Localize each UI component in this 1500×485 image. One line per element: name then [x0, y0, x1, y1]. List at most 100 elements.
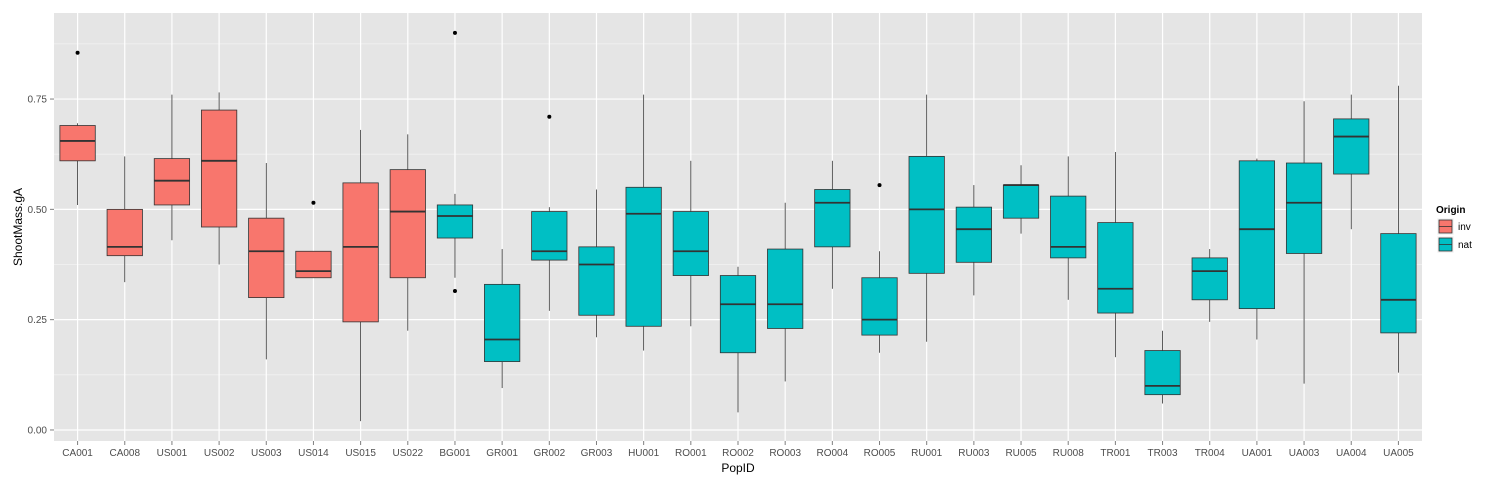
- box-body: [1238, 160, 1275, 310]
- box-body: [814, 189, 851, 248]
- box-ua005: [1380, 85, 1417, 373]
- box-us002: [201, 92, 238, 265]
- box-body: [1144, 350, 1181, 396]
- box-body: [59, 125, 96, 162]
- box-body: [908, 156, 945, 274]
- x-tick-label: GR003: [581, 448, 613, 459]
- x-tick-label: US002: [204, 448, 235, 459]
- x-tick-label: TR001: [1100, 448, 1130, 459]
- box-ru005: [1002, 165, 1040, 234]
- legend: Origin inv nat: [1436, 205, 1472, 254]
- x-tick-label: RU008: [1053, 448, 1085, 459]
- x-tick-label: RO005: [864, 448, 896, 459]
- box-hu001: [625, 94, 662, 351]
- box-ru001: [908, 94, 945, 342]
- box-body: [1380, 233, 1417, 334]
- outlier-point: [311, 200, 316, 205]
- box-body: [201, 109, 238, 228]
- x-tick-label: GR002: [533, 448, 565, 459]
- box-body: [1285, 162, 1323, 254]
- box-body: [389, 169, 426, 279]
- outlier-point: [547, 114, 552, 119]
- x-tick-label: UA004: [1336, 448, 1367, 459]
- box-ua003: [1285, 101, 1323, 384]
- x-tick-label: RO004: [817, 448, 849, 459]
- x-tick-label: GR001: [486, 448, 518, 459]
- x-tick-label: RU005: [1005, 448, 1037, 459]
- outlier-point: [452, 288, 457, 293]
- x-tick-label: CA008: [109, 448, 140, 459]
- box-body: [436, 204, 474, 239]
- x-tick-label: TR004: [1195, 448, 1225, 459]
- outlier-point: [75, 50, 80, 55]
- box-tr001: [1097, 151, 1134, 358]
- box-ro001: [672, 160, 709, 327]
- x-tick-label: US022: [393, 448, 424, 459]
- box-ro004: [814, 160, 851, 289]
- box-us001: [153, 94, 191, 241]
- box-gr002: [531, 114, 568, 311]
- x-tick-label: US001: [157, 448, 188, 459]
- box-tr004: [1191, 249, 1228, 322]
- x-tick-label: UA001: [1242, 448, 1273, 459]
- box-body: [484, 283, 521, 362]
- box-body: [1097, 222, 1134, 314]
- x-tick-label: HU001: [628, 448, 660, 459]
- box-body: [1191, 257, 1228, 301]
- box-body: [1333, 118, 1370, 175]
- box-ca008: [106, 156, 143, 283]
- box-body: [578, 246, 615, 316]
- box-ro003: [767, 202, 804, 382]
- box-body: [1050, 195, 1087, 259]
- box-ru003: [955, 185, 992, 296]
- y-tick-label: 0.00: [28, 425, 48, 436]
- x-tick-label: RO001: [675, 448, 707, 459]
- y-tick-label: 0.75: [28, 95, 48, 106]
- box-body: [295, 250, 332, 279]
- x-tick-label: RO003: [769, 448, 801, 459]
- box-ro005: [861, 183, 898, 353]
- box-gr003: [578, 189, 615, 338]
- y-tick-label: 0.50: [28, 205, 48, 216]
- box-us003: [248, 163, 285, 360]
- box-body: [153, 158, 191, 206]
- legend-title: Origin: [1436, 205, 1465, 216]
- x-tick-label: UA003: [1289, 448, 1320, 459]
- box-us022: [389, 134, 426, 331]
- box-ru008: [1050, 156, 1087, 300]
- box-body: [106, 208, 143, 257]
- x-tick-label: RO002: [722, 448, 754, 459]
- x-tick-label: CA001: [62, 448, 93, 459]
- x-axis-title: PopID: [721, 461, 755, 475]
- outlier-point: [877, 183, 882, 188]
- y-axis: 0.00 0.25 0.50 0.75: [28, 95, 54, 436]
- box-body: [672, 211, 709, 276]
- box-tr003: [1144, 330, 1181, 404]
- box-ua001: [1238, 158, 1275, 340]
- legend-label-nat: nat: [1458, 240, 1472, 251]
- x-tick-label: BG001: [439, 448, 471, 459]
- box-body: [861, 277, 898, 336]
- box-bg001: [436, 30, 474, 293]
- box-body: [955, 206, 992, 263]
- box-us015: [342, 129, 379, 422]
- box-body: [719, 275, 757, 354]
- x-tick-label: RU001: [911, 448, 943, 459]
- box-ca001: [59, 50, 96, 205]
- x-tick-label: US015: [345, 448, 376, 459]
- box-gr001: [484, 249, 521, 389]
- boxes-layer: [59, 30, 1417, 422]
- box-body: [342, 182, 379, 323]
- box-body: [248, 217, 285, 298]
- x-tick-label: RU003: [958, 448, 990, 459]
- box-us014: [295, 200, 332, 279]
- x-axis: CA001 CA008 US001 US002 US003 US014 US015 US022…: [62, 441, 1414, 459]
- x-tick-label: UA005: [1383, 448, 1414, 459]
- x-tick-label: TR003: [1148, 448, 1178, 459]
- box-ua004: [1333, 94, 1370, 230]
- y-tick-label: 0.25: [28, 315, 48, 326]
- x-tick-label: US003: [251, 448, 282, 459]
- box-ro002: [719, 266, 757, 413]
